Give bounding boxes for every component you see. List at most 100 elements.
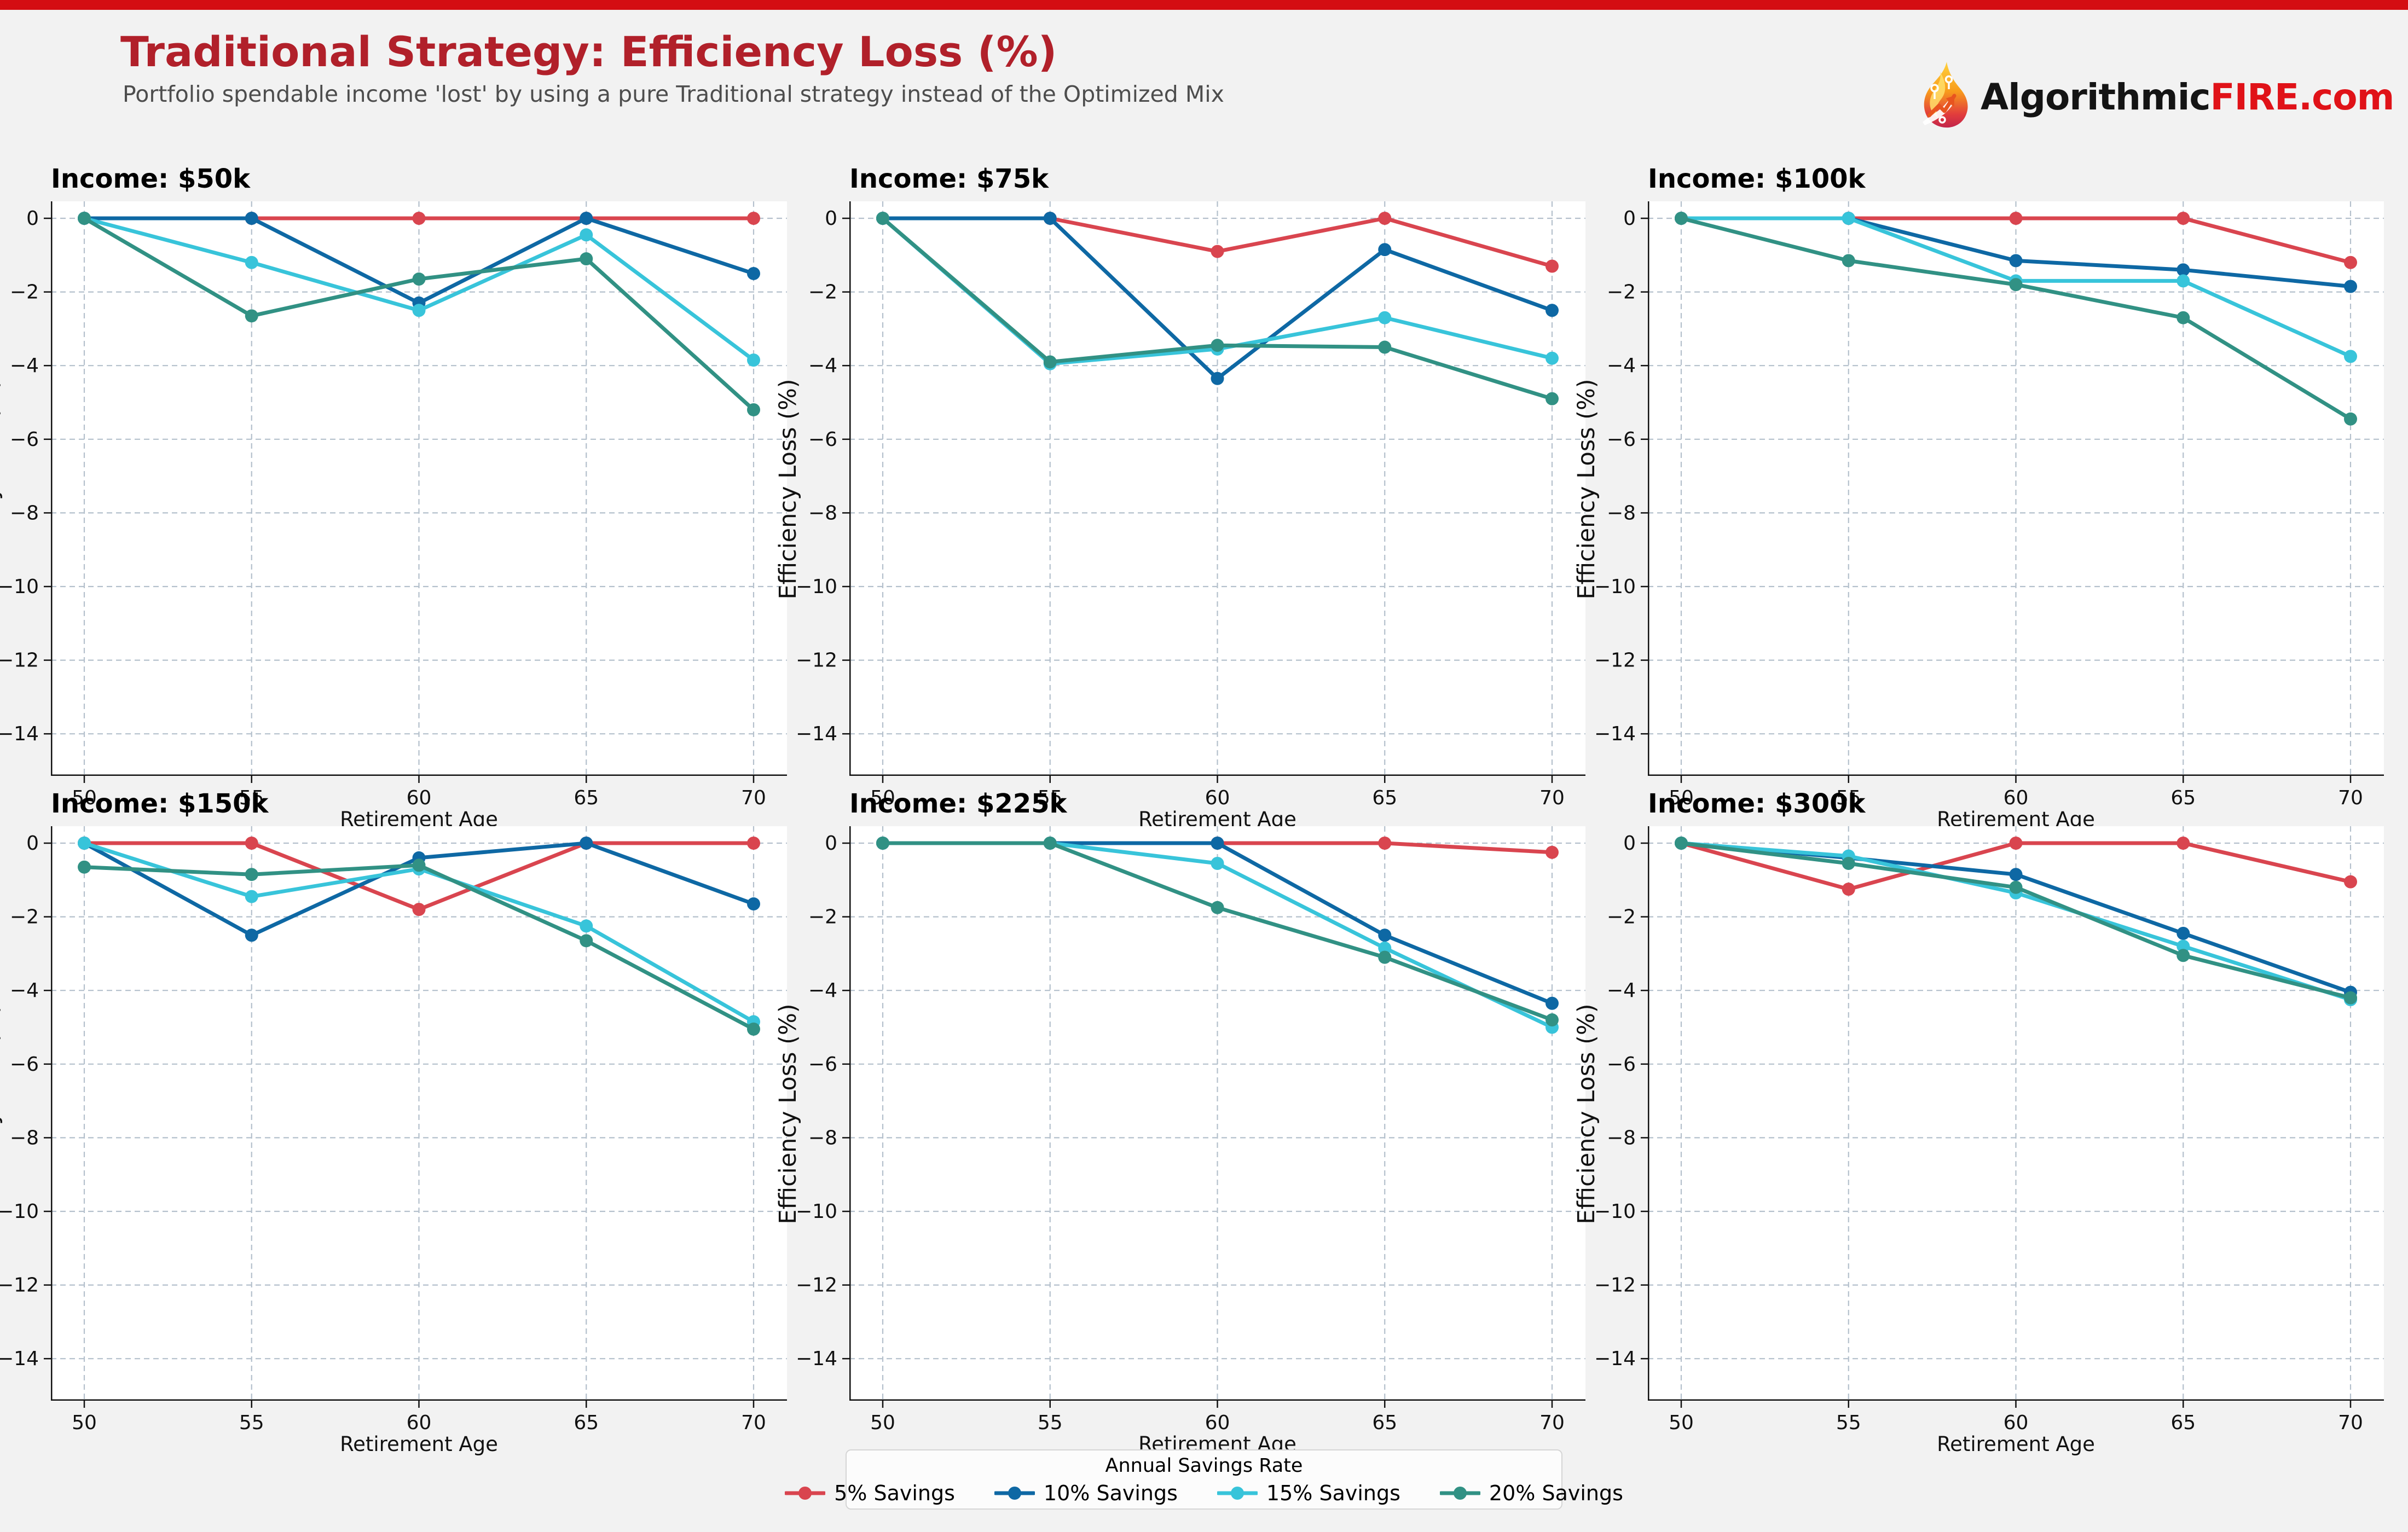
data-point xyxy=(747,897,760,911)
x-tick-label: 60 xyxy=(1205,1412,1230,1434)
data-point xyxy=(1211,245,1224,258)
x-tick-label: 70 xyxy=(1539,1412,1565,1434)
y-axis-label: Efficiency Loss (%) xyxy=(1573,379,1600,600)
data-point xyxy=(245,929,258,942)
x-tick-label: 60 xyxy=(2004,1412,2029,1434)
data-point xyxy=(1675,212,1688,225)
y-tick-label: −12 xyxy=(1594,1274,1636,1297)
data-point xyxy=(580,837,593,850)
data-point xyxy=(78,837,91,850)
y-tick-label: −4 xyxy=(808,355,837,377)
subplot-title: Income: $100k xyxy=(1648,164,1866,194)
data-point xyxy=(1545,392,1559,405)
data-point xyxy=(245,309,258,323)
data-point xyxy=(1211,857,1224,871)
y-tick-label: −6 xyxy=(808,1053,837,1076)
flame-icon xyxy=(1918,61,1973,133)
data-point xyxy=(2177,212,2190,225)
y-tick-label: −4 xyxy=(10,979,39,1002)
data-point xyxy=(1545,1013,1559,1027)
data-point xyxy=(747,266,760,280)
y-tick-label: −2 xyxy=(1607,281,1636,304)
page-title: Traditional Strategy: Efficiency Loss (%… xyxy=(120,27,1057,76)
y-tick-label: −2 xyxy=(10,906,39,929)
data-point xyxy=(2009,254,2023,268)
subplot-title: Income: $150k xyxy=(51,788,269,819)
x-tick-label: 65 xyxy=(1372,787,1397,809)
y-tick-label: −14 xyxy=(796,1348,837,1370)
x-tick-label: 50 xyxy=(1669,787,1694,809)
data-point xyxy=(2177,926,2190,940)
logo-text-black: Algorithmic xyxy=(1981,76,2211,118)
data-point xyxy=(412,903,426,916)
x-tick-label: 70 xyxy=(2338,1412,2363,1434)
data-point xyxy=(747,1022,760,1036)
data-point xyxy=(2177,939,2190,953)
y-tick-label: −10 xyxy=(1594,576,1636,598)
legend-title: Annual Savings Rate xyxy=(1105,1455,1303,1477)
y-tick-label: −4 xyxy=(808,979,837,1002)
data-point xyxy=(1378,929,1392,942)
x-tick-label: 55 xyxy=(1836,1412,1861,1434)
data-point xyxy=(2344,875,2357,889)
data-point xyxy=(2177,274,2190,288)
y-tick-label: −14 xyxy=(0,1348,39,1370)
y-tick-label: −10 xyxy=(0,1200,39,1223)
y-tick-label: −2 xyxy=(10,281,39,304)
y-tick-label: −12 xyxy=(0,1274,39,1297)
data-point xyxy=(1842,857,1855,871)
data-point xyxy=(2344,280,2357,293)
data-point xyxy=(245,837,258,850)
data-point xyxy=(1211,901,1224,914)
y-tick-label: 0 xyxy=(26,832,39,855)
legend-label: 5% Savings xyxy=(834,1481,955,1505)
y-tick-label: −14 xyxy=(796,723,837,745)
data-point xyxy=(2344,991,2357,1005)
y-tick-label: −6 xyxy=(10,1053,39,1076)
y-tick-label: 0 xyxy=(1623,832,1636,855)
legend-label: 15% Savings xyxy=(1266,1481,1400,1505)
subplot-225k: Income: $225k 50 55 60 65 70 0 −2 −4 −6 −8 −10 −12 −1… xyxy=(630,785,1596,1475)
y-tick-label: −10 xyxy=(0,576,39,598)
data-point xyxy=(245,890,258,903)
y-tick-label: −8 xyxy=(808,1127,837,1149)
legend-marker xyxy=(1217,1487,1258,1500)
legend-marker xyxy=(994,1487,1035,1500)
x-tick-label: 65 xyxy=(574,787,599,809)
y-tick-label: −8 xyxy=(808,502,837,524)
subplot-75k: Income: $75k 50 55 60 65 70 0 −2 −4 −6 −8 −10 −12 −14… xyxy=(630,160,1596,850)
y-tick-label: −6 xyxy=(1607,428,1636,451)
y-tick-label: −8 xyxy=(1607,502,1636,524)
y-tick-label: −8 xyxy=(10,502,39,524)
data-point xyxy=(2009,837,2023,850)
data-point xyxy=(580,212,593,225)
y-tick-label: −4 xyxy=(10,355,39,377)
x-axis-label: Retirement Age xyxy=(1937,1432,2095,1456)
plot-area: 50 55 60 65 70 0 −2 −4 −6 −8 −10 −12 −14 xyxy=(796,826,1585,1434)
x-tick-label: 60 xyxy=(407,1412,432,1434)
data-point xyxy=(412,858,426,872)
x-tick-label: 50 xyxy=(1669,1412,1694,1434)
data-point xyxy=(580,228,593,242)
data-point xyxy=(1545,259,1559,273)
plot-area: 50 55 60 65 70 0 −2 −4 −6 −8 −10 −12 −14 xyxy=(0,201,787,809)
subplot-title: Income: $300k xyxy=(1648,788,1866,819)
y-tick-label: −6 xyxy=(10,428,39,451)
data-point xyxy=(2177,263,2190,277)
y-tick-label: 0 xyxy=(1623,207,1636,230)
y-tick-label: −2 xyxy=(808,906,837,929)
data-point xyxy=(2009,868,2023,881)
plot-area: 50 55 60 65 70 0 −2 −4 −6 −8 −10 −12 −14 xyxy=(0,826,787,1434)
data-point xyxy=(78,212,91,225)
x-tick-label: 50 xyxy=(870,787,895,809)
y-axis-label: Efficiency Loss (%) xyxy=(0,1003,3,1225)
data-point xyxy=(1842,883,1855,896)
data-point xyxy=(1378,243,1392,257)
data-point xyxy=(2177,837,2190,850)
data-point xyxy=(1545,996,1559,1010)
data-point xyxy=(747,837,760,850)
legend-marker xyxy=(1439,1487,1480,1500)
x-tick-label: 65 xyxy=(2170,787,2196,809)
data-point xyxy=(1211,372,1224,385)
y-axis-label: Efficiency Loss (%) xyxy=(1573,1003,1600,1225)
